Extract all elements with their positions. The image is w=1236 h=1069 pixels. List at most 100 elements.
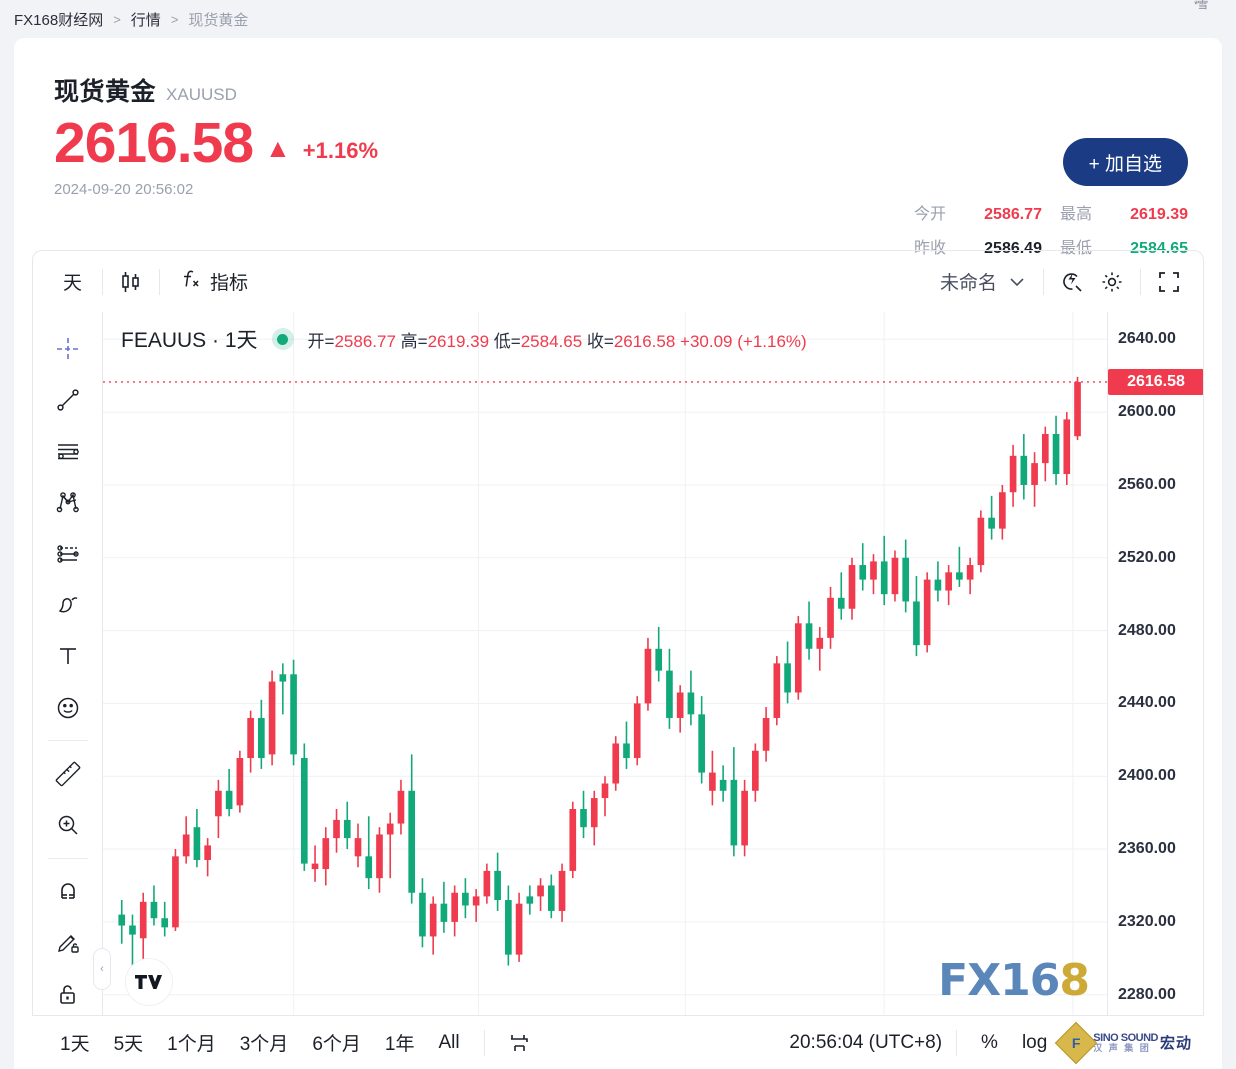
breadcrumb-item-0[interactable]: FX168财经网 [14, 11, 104, 29]
legend-close-value: 2616.58 [613, 331, 676, 351]
interval-button[interactable]: 天 [51, 262, 94, 301]
watermark-blue-text: FX16 [938, 955, 1060, 1006]
toolbar-divider [47, 857, 88, 859]
price-tick-7: 2360.00 [1118, 840, 1176, 858]
range-button-1d[interactable]: 1天 [50, 1023, 100, 1062]
breadcrumb: FX168财经网 > 行情 > 现货黄金 [0, 0, 1236, 38]
layout-name-dropdown[interactable]: 未命名 [930, 262, 1035, 301]
legend-low-value: 2584.65 [520, 331, 583, 351]
chart-svg [103, 312, 1107, 1022]
footer-divider [483, 1029, 485, 1056]
footer-divider [956, 1029, 958, 1056]
stat-value-prevclose: 2586.49 [984, 240, 1042, 257]
price-tick-6: 2400.00 [1118, 767, 1176, 785]
price-tick-4: 2480.00 [1118, 621, 1176, 639]
range-button-5d[interactable]: 5天 [104, 1023, 154, 1062]
sino-sound-logo: SINO SOUND 汉 声 集 团 [1093, 1031, 1158, 1053]
toolbar-divider [1043, 268, 1044, 295]
zoom-in-tool[interactable] [45, 803, 91, 848]
stay-in-drawing-mode-tool[interactable] [45, 920, 91, 965]
toolbar-divider [159, 268, 161, 295]
indicators-label: 指标 [210, 273, 249, 294]
legend-high-value: 2619.39 [427, 331, 490, 351]
price-tick-1: 2600.00 [1118, 403, 1176, 421]
sino-sound-line2: 汉 声 集 团 [1093, 1042, 1151, 1053]
legend-open-value: 2586.77 [334, 331, 396, 351]
goto-date-icon[interactable] [499, 1023, 539, 1063]
legend-close-label: 收= [586, 331, 614, 351]
stat-label-high: 最高 [1059, 206, 1092, 223]
chart-toolbar: 天 指标 未命名 [32, 250, 1204, 312]
stat-value-open: 2586.77 [984, 206, 1042, 223]
collapse-drawing-toolbar-button[interactable]: ‹ [93, 948, 111, 990]
emoji-tool[interactable] [45, 685, 91, 730]
breadcrumb-item-1[interactable]: 行情 [130, 11, 161, 29]
stat-value-low: 2584.65 [1130, 240, 1188, 257]
quote-card: 现货黄金 XAUUSD 2616.58 ▲ +1.16% 2024-09-20 … [14, 38, 1222, 1069]
text-tool[interactable] [45, 634, 91, 679]
price-tick-9: 2280.00 [1118, 985, 1176, 1003]
range-button-all[interactable]: All [428, 1026, 469, 1060]
footer-logos: F SINO SOUND 汉 声 集 团 宏动 [1055, 1021, 1196, 1064]
legend-low-label: 低= [493, 331, 521, 351]
price-axis[interactable]: 2640.00 2600.00 2560.00 2520.00 2480.00 2440.… [1107, 312, 1203, 1022]
breadcrumb-separator: > [170, 11, 179, 27]
toolbar-divider [102, 268, 104, 295]
legend-symbol-interval: FEAUUS · 1天 [121, 329, 258, 352]
add-to-watchlist-button[interactable]: + 加自选 [1062, 138, 1188, 186]
price-tick-0: 2640.00 [1118, 330, 1176, 348]
toolbar-divider [47, 740, 88, 742]
quote-header: 现货黄金 XAUUSD 2616.58 ▲ +1.16% 2024-09-20 … [14, 38, 1222, 257]
range-button-6m[interactable]: 6个月 [302, 1023, 371, 1062]
lock-drawings-tool[interactable] [45, 971, 91, 1016]
candlestick-canvas[interactable] [103, 312, 1107, 1022]
range-button-3m[interactable]: 3个月 [230, 1023, 299, 1062]
crosshair-tool[interactable] [45, 326, 91, 371]
indicators-button[interactable]: 指标 [168, 261, 260, 303]
magnet-tool[interactable] [45, 869, 91, 914]
page-title: 现货黄金 [54, 78, 157, 106]
cn-logo: 宏动 [1159, 1035, 1192, 1052]
chart-legend: FEAUUS · 1天 开=2586.77 高=2619.39 低=2584.6… [121, 324, 807, 354]
fullscreen-icon[interactable] [1149, 262, 1189, 302]
chevron-down-icon [1009, 271, 1025, 293]
price-tick-3: 2520.00 [1118, 548, 1176, 566]
legend-high-label: 高= [400, 331, 428, 351]
stat-label-low: 最低 [1059, 240, 1092, 257]
quote-timestamp: 2024-09-20 20:56:02 [54, 181, 194, 199]
percent-scale-button[interactable]: % [981, 1031, 998, 1053]
pattern-tool[interactable] [45, 480, 91, 525]
price-tick-5: 2440.00 [1118, 694, 1176, 712]
fib-retracement-tool[interactable] [45, 429, 91, 474]
toolbar-divider [1140, 268, 1141, 295]
legend-change: +30.09 (+1.16%) [680, 331, 807, 351]
tradingview-logo[interactable] [125, 958, 173, 1006]
brush-tool[interactable] [45, 582, 91, 627]
last-price: 2616.58 [54, 111, 254, 175]
stat-label-open: 今开 [913, 206, 946, 223]
footer-clock: 20:56:04 (UTC+8) [789, 1031, 943, 1053]
gann-tool[interactable] [45, 531, 91, 576]
breadcrumb-item-2: 现货黄金 [188, 11, 249, 29]
function-fx-icon [180, 267, 202, 297]
quote-stats: 今开 2586.77 最高 2619.39 昨收 2586.49 最低 2584… [914, 200, 1188, 258]
trend-line-tool[interactable] [45, 377, 91, 422]
layout-name-label: 未命名 [939, 273, 997, 294]
price-tick-8: 2320.00 [1118, 912, 1176, 930]
gear-icon[interactable] [1092, 262, 1132, 302]
sino-diamond-logo: F [1055, 1021, 1098, 1064]
price-change-percent: +1.16% [302, 137, 379, 163]
breadcrumb-separator: > [113, 11, 121, 27]
range-button-1m[interactable]: 1个月 [157, 1023, 226, 1062]
drawing-toolbar: ‹ [33, 312, 111, 1068]
legend-status-dot-icon [271, 328, 294, 350]
lightning-search-icon[interactable] [1052, 262, 1092, 302]
current-price-badge: 2616.58 [1108, 368, 1203, 395]
price-up-arrow-icon: ▲ [265, 132, 291, 163]
range-button-1y[interactable]: 1年 [375, 1023, 425, 1062]
sino-sound-line1: SINO SOUND [1093, 1031, 1158, 1044]
chart-plot-area[interactable]: FEAUUS · 1天 开=2586.77 高=2619.39 低=2584.6… [103, 312, 1107, 1068]
chart-type-candlestick-icon[interactable] [111, 262, 151, 302]
log-scale-button[interactable]: log [1021, 1031, 1048, 1053]
measure-tool[interactable] [45, 751, 91, 796]
